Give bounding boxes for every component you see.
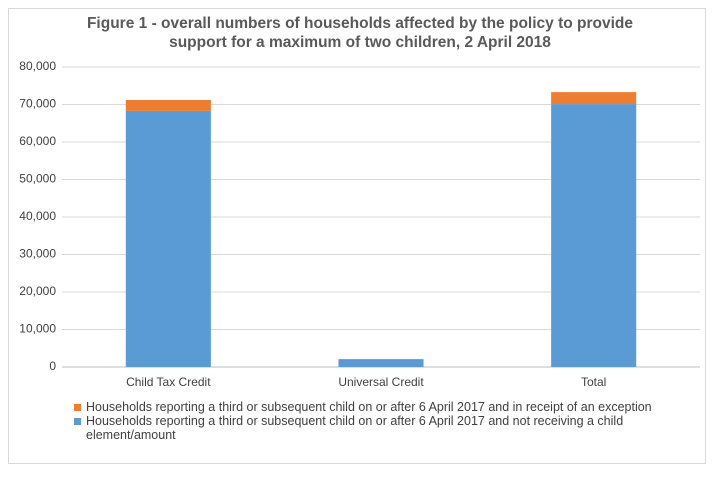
legend-item: Households reporting a third or subseque… (74, 414, 694, 442)
legend-item: Households reporting a third or subseque… (74, 400, 694, 414)
legend: Households reporting a third or subseque… (74, 400, 694, 442)
y-tick-label: 60,000 (19, 134, 56, 148)
legend-swatch (74, 404, 81, 411)
legend-label: Households reporting a third or subseque… (86, 400, 652, 414)
y-tick-label: 0 (49, 359, 56, 373)
y-tick-label: 70,000 (19, 97, 56, 111)
y-tick-label: 20,000 (19, 284, 56, 298)
y-tick-label: 10,000 (19, 322, 56, 336)
y-tick-label: 40,000 (19, 209, 56, 223)
y-tick-label: 30,000 (19, 247, 56, 261)
x-tick-label: Child Tax Credit (126, 375, 211, 389)
bar-segment (125, 100, 211, 111)
chart-frame (8, 8, 706, 464)
x-tick-label: Total (581, 375, 606, 389)
chart-title: Figure 1 - overall numbers of households… (86, 15, 634, 51)
y-tick-label: 80,000 (19, 59, 56, 73)
bar-segment (551, 92, 637, 105)
bar-segment (551, 104, 637, 367)
legend-label: Households reporting a third or subseque… (86, 414, 624, 442)
bar-segment (125, 110, 211, 367)
y-tick-label: 50,000 (19, 172, 56, 186)
bar-segment (338, 359, 424, 367)
legend-swatch (74, 418, 81, 425)
x-tick-label: Universal Credit (338, 375, 424, 389)
